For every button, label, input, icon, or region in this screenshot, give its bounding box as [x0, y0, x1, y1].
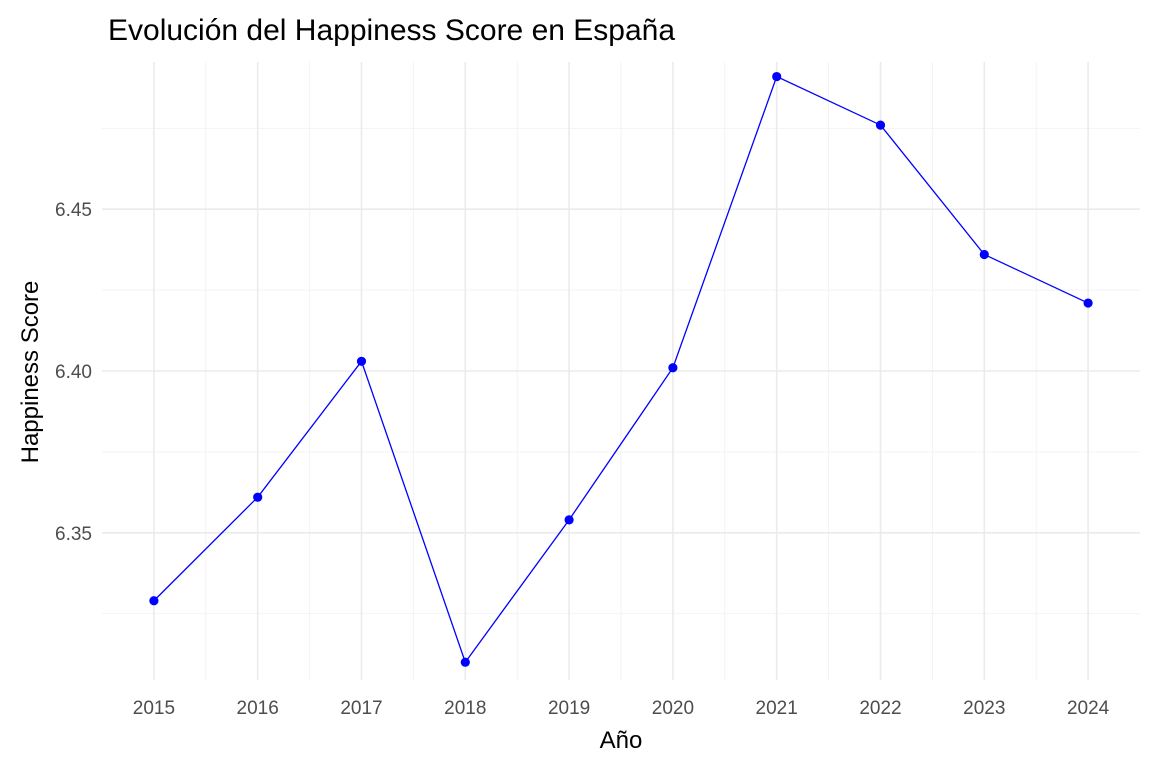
x-tick-label: 2020	[652, 698, 694, 719]
data-point	[1083, 298, 1093, 308]
data-point	[772, 71, 782, 82]
series-happiness-score	[149, 71, 1093, 667]
grid	[102, 62, 1140, 680]
x-tick-label: 2015	[133, 698, 175, 719]
data-point	[979, 249, 989, 260]
y-tick-label: 6.35	[55, 524, 92, 545]
data-point	[460, 657, 470, 667]
x-tick-label: 2021	[756, 698, 798, 719]
x-tick-label: 2018	[444, 698, 486, 719]
data-point	[253, 492, 263, 502]
data-point	[564, 515, 574, 525]
y-axis-ticks: 6.35 6.40 6.45	[55, 200, 92, 545]
x-axis-ticks: 2015 2016 2017 2018 2019 2020 2021 2022 2023 2024	[133, 698, 1110, 719]
x-tick-label: 2024	[1067, 698, 1110, 719]
y-tick-label: 6.45	[55, 200, 92, 221]
x-tick-label: 2017	[340, 698, 382, 719]
x-tick-label: 2016	[237, 698, 279, 719]
data-point	[875, 120, 886, 130]
data-point	[149, 596, 159, 606]
x-tick-label: 2023	[963, 698, 1005, 719]
x-tick-label: 2022	[859, 698, 901, 719]
chart-title: Evolución del Happiness Score en España	[108, 14, 675, 47]
data-point	[356, 356, 367, 366]
x-tick-label: 2019	[548, 698, 590, 719]
x-axis-label: Año	[600, 727, 643, 754]
series-line	[153, 75, 1089, 664]
data-point	[668, 363, 678, 373]
y-axis-label: Happiness Score	[17, 281, 44, 464]
y-tick-label: 6.40	[55, 362, 92, 383]
